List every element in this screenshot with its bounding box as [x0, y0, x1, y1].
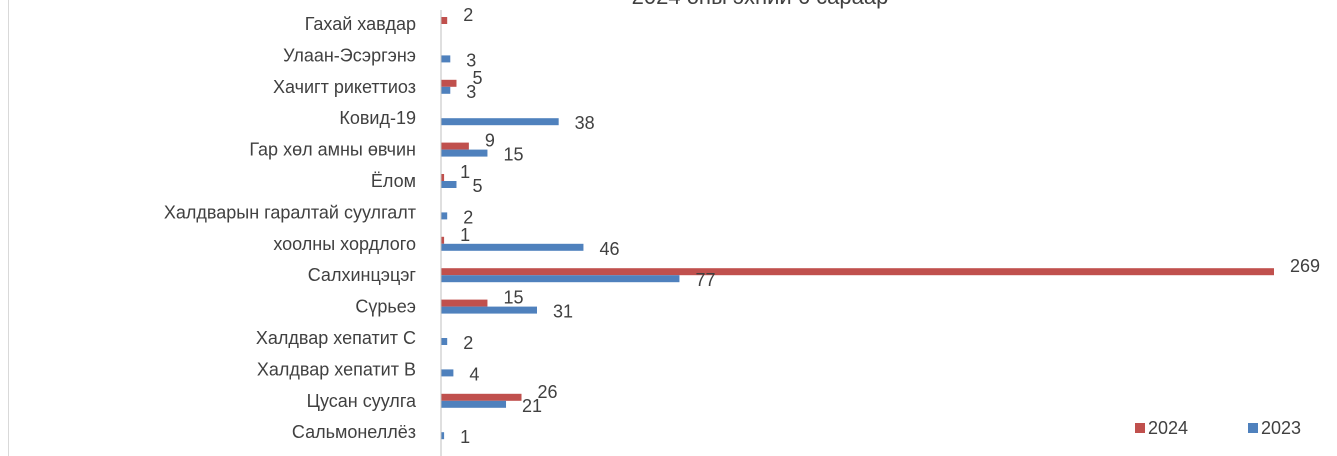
- bar-2023: [441, 338, 448, 345]
- value-label-2023: 5: [472, 176, 482, 196]
- bar-2023: [441, 86, 451, 94]
- bar-2023: [441, 118, 559, 126]
- legend-label-2024: 2024: [1148, 418, 1188, 438]
- value-label-2024: 5: [472, 68, 482, 88]
- value-label-2024: 15: [503, 288, 523, 308]
- category-label: Сальмонеллёз: [292, 422, 416, 442]
- category-label: Цусан суулга: [307, 391, 417, 411]
- bar-2024: [441, 268, 1274, 276]
- category-label: Гар хөл амны өвчин: [249, 140, 416, 160]
- chart-title: 2024 оны эхний 6 сараар: [632, 0, 889, 9]
- bar-2023: [441, 149, 488, 157]
- value-label-2023: 15: [503, 145, 523, 165]
- legend: 2024 2023: [1135, 418, 1301, 438]
- value-label-2024: 26: [538, 382, 558, 402]
- category-label: Халдвар хепатит С: [256, 328, 416, 348]
- bar-2023: [441, 55, 451, 63]
- value-label-2023: 2: [463, 333, 473, 353]
- bar-2024: [441, 174, 445, 181]
- bar-2023: [441, 306, 537, 314]
- value-label-2023: 2: [463, 207, 473, 227]
- value-label-2024: 9: [485, 131, 495, 151]
- bar-2023: [441, 432, 445, 440]
- bar-2023: [441, 243, 584, 251]
- category-label: Ёлом: [371, 171, 416, 191]
- legend-swatch-2023: [1248, 423, 1258, 433]
- bar-2023: [441, 212, 448, 220]
- category-label: Улаан-Эсэргэнэ: [283, 45, 416, 65]
- value-label-2023: 3: [466, 82, 476, 102]
- bar-2023: [441, 400, 507, 408]
- bar-2024: [441, 299, 488, 307]
- bar-2024: [441, 142, 469, 150]
- bar-2023: [441, 275, 680, 283]
- category-label: Халдвар хепатит В: [257, 359, 416, 379]
- category-label: Салхинцэцэг: [308, 265, 417, 285]
- value-label-2024: 2: [463, 5, 473, 25]
- bar-2024: [441, 236, 445, 244]
- bar-2023: [441, 369, 454, 377]
- value-label-2023: 31: [553, 302, 573, 322]
- category-label: Гахай хавдар: [305, 14, 416, 34]
- bar-2024: [441, 17, 448, 24]
- category-label: Хачигт рикеттиоз: [273, 77, 416, 97]
- value-label-2023: 77: [695, 270, 715, 290]
- value-label-2024: 1: [460, 225, 470, 245]
- category-label: Халдварын гаралтай суулгалт: [164, 202, 416, 222]
- bar-2023: [441, 181, 457, 188]
- value-label-2023: 38: [575, 113, 595, 133]
- category-labels-group: Гахай хавдар Улаан-Эсэргэнэ Хачигт рикетти…: [164, 14, 417, 442]
- value-label-2023: 3: [466, 50, 476, 70]
- bar-2024: [441, 79, 457, 87]
- value-label-2023: 1: [460, 427, 470, 447]
- legend-swatch-2024: [1135, 423, 1145, 433]
- value-label-2024: 1: [460, 162, 470, 182]
- value-label-2023: 46: [599, 239, 619, 259]
- category-label: Ковид-19: [339, 108, 416, 128]
- bar-2024: [441, 393, 522, 401]
- value-label-2023: 21: [522, 396, 542, 416]
- category-label: Сүрьеэ: [355, 297, 416, 317]
- bars-group: [441, 17, 1274, 440]
- value-label-2023: 4: [469, 364, 479, 384]
- legend-label-2023: 2023: [1261, 418, 1301, 438]
- value-label-2024: 269: [1290, 256, 1320, 276]
- category-label: хоолны хордлого: [273, 234, 416, 254]
